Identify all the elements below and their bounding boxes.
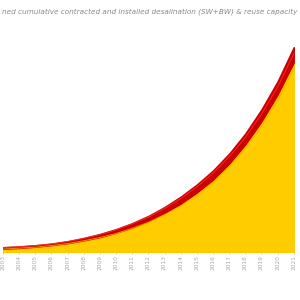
Text: ned cumulative contracted and installed desalination (SW+BW) & reuse capacity (m: ned cumulative contracted and installed … — [2, 8, 300, 15]
